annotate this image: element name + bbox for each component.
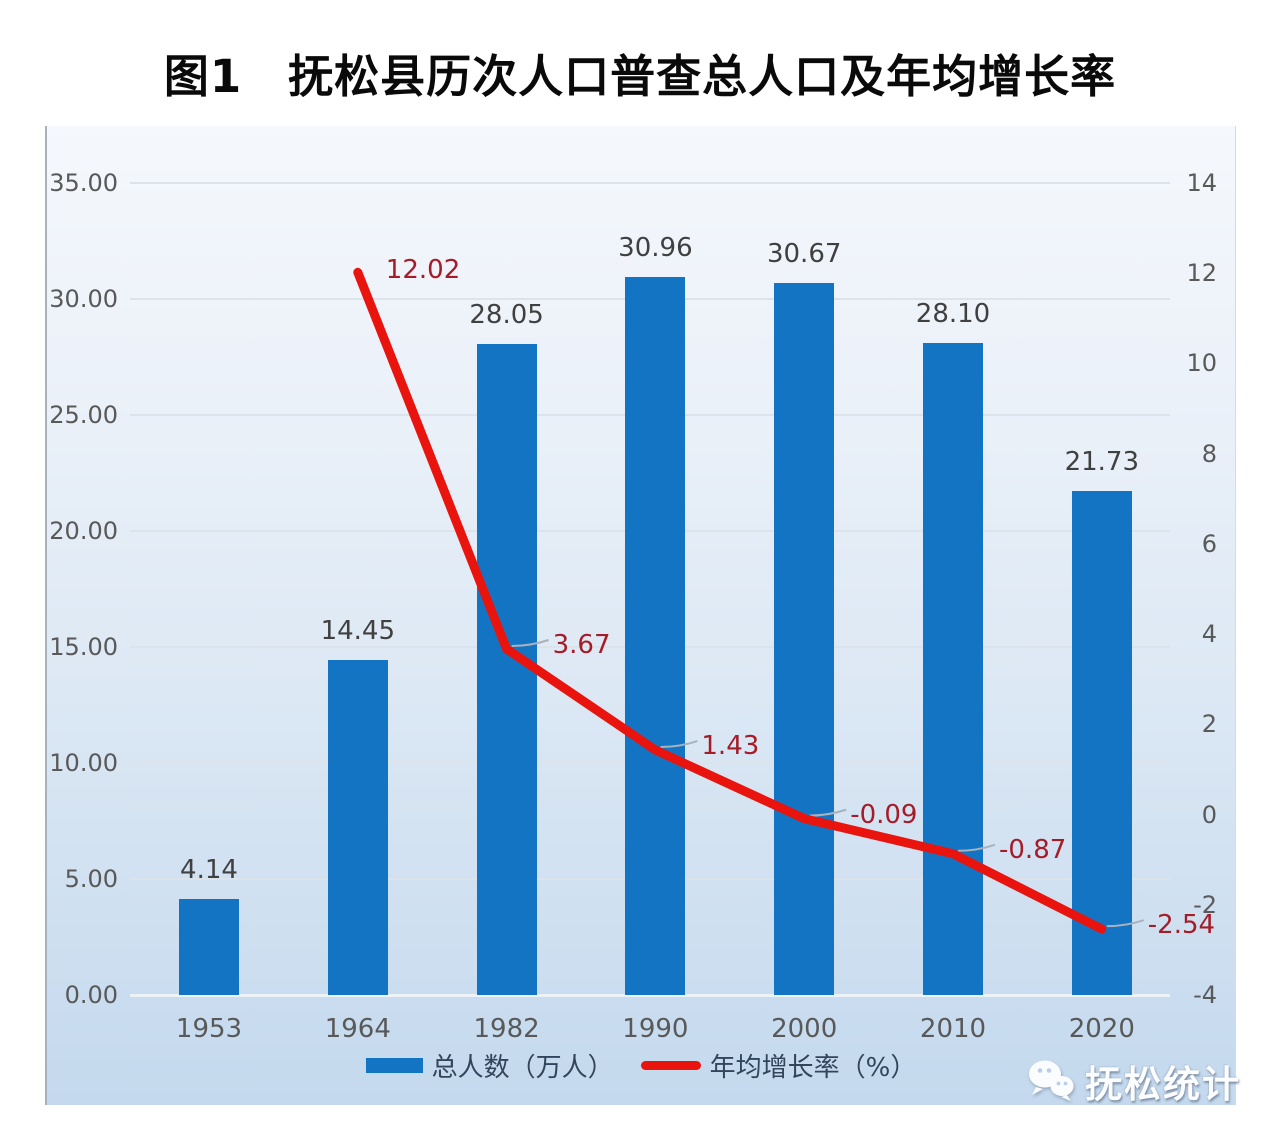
right-axis-tick: 10 bbox=[1186, 349, 1217, 378]
right-axis-tick: 14 bbox=[1186, 169, 1217, 197]
bar-value-label: 4.14 bbox=[180, 854, 238, 885]
right-axis-tick: 12 bbox=[1186, 259, 1217, 288]
bar-2000 bbox=[774, 283, 835, 995]
gridline bbox=[130, 182, 1170, 184]
right-axis-tick: 2 bbox=[1201, 710, 1217, 739]
bar-1982 bbox=[476, 344, 537, 995]
bar-value-label: 21.73 bbox=[1064, 446, 1140, 477]
bar-1953 bbox=[179, 898, 239, 995]
bar-1964 bbox=[327, 659, 388, 995]
bar-value-label: 28.10 bbox=[915, 299, 991, 330]
watermark: 抚松统计 bbox=[1028, 1054, 1241, 1108]
legend-line-label: 年均增长率（%） bbox=[709, 1053, 917, 1083]
x-axis-label-2010: 2010 bbox=[919, 1014, 987, 1044]
left-axis-tick: 30.00 bbox=[49, 285, 118, 313]
legend-bar-label: 总人数（万人） bbox=[431, 1053, 614, 1083]
bar-1990 bbox=[625, 276, 686, 995]
chart-area: 35.00 30.00 25.00 20.00 15.00 10.00 5.00 0.00 1… bbox=[45, 126, 1239, 1106]
right-axis-tick: -2 bbox=[1193, 890, 1217, 919]
bar-value-label: 30.67 bbox=[766, 239, 842, 270]
left-axis-tick: 15.00 bbox=[49, 633, 118, 661]
chart-legend: 总人数（万人） 年均增长率（%） bbox=[47, 1047, 1235, 1084]
right-axis-tick: 4 bbox=[1201, 620, 1217, 649]
left-axis-tick: 5.00 bbox=[64, 865, 118, 893]
x-axis-label-1964: 1964 bbox=[324, 1014, 391, 1044]
x-axis-label-2020: 2020 bbox=[1068, 1014, 1135, 1044]
left-axis-tick: 10.00 bbox=[49, 749, 118, 777]
bar-value-label: 30.96 bbox=[618, 232, 693, 263]
bar-2010 bbox=[923, 343, 983, 995]
line-value-label: 3.67 bbox=[552, 629, 611, 660]
growth-line bbox=[353, 267, 1107, 934]
bar-value-label: 28.05 bbox=[469, 300, 544, 331]
x-axis-label-2000: 2000 bbox=[771, 1014, 838, 1044]
line-value-label: 12.02 bbox=[385, 255, 461, 286]
bar-2020 bbox=[1071, 490, 1132, 995]
chart-title: 图1 抚松县历次人口普查总人口及年均增长率 bbox=[163, 50, 1117, 103]
watermark-text: 抚松统计 bbox=[1085, 1063, 1241, 1106]
right-axis-tick: -4 bbox=[1193, 981, 1217, 1009]
x-axis-label-1953: 1953 bbox=[175, 1014, 243, 1044]
x-axis-label-1990: 1990 bbox=[622, 1014, 689, 1044]
left-axis-tick: 0.00 bbox=[64, 981, 118, 1009]
line-value-label: 1.43 bbox=[701, 731, 760, 762]
line-value-label: -0.09 bbox=[850, 799, 918, 830]
right-axis-tick: 6 bbox=[1201, 529, 1217, 558]
legend-line-swatch bbox=[640, 1061, 701, 1070]
left-axis-tick: 20.00 bbox=[49, 517, 118, 545]
left-axis-tick: 25.00 bbox=[49, 401, 118, 429]
left-axis-tick: 35.00 bbox=[49, 169, 118, 197]
right-axis-tick: 8 bbox=[1201, 439, 1217, 468]
right-axis-tick: 0 bbox=[1201, 800, 1217, 829]
legend-bar-swatch bbox=[365, 1058, 423, 1073]
bar-value-label: 14.45 bbox=[320, 615, 396, 646]
x-axis-label-1982: 1982 bbox=[473, 1014, 540, 1044]
line-value-label: -0.87 bbox=[999, 834, 1067, 865]
wechat-icon bbox=[1029, 1060, 1074, 1101]
x-axis-line bbox=[130, 994, 1170, 997]
line-value-label: -2.54 bbox=[1147, 910, 1216, 941]
